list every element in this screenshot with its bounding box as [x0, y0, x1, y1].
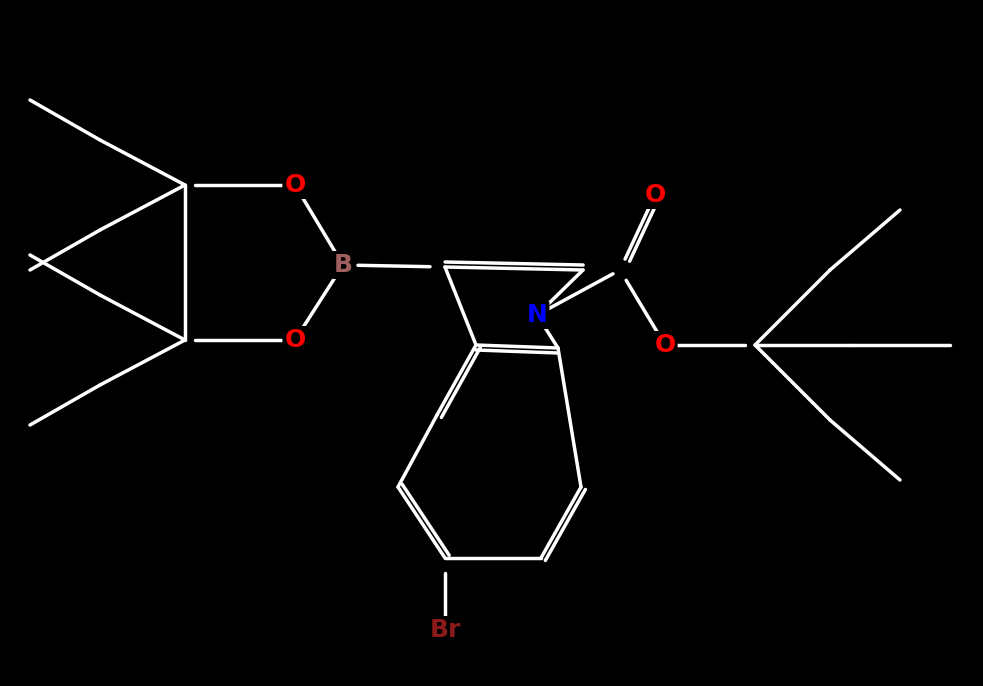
Text: O: O [645, 183, 665, 207]
Text: Br: Br [430, 618, 461, 642]
Text: O: O [284, 173, 306, 197]
Text: O: O [655, 333, 675, 357]
Text: O: O [284, 328, 306, 352]
Text: N: N [527, 303, 548, 327]
Text: B: B [333, 253, 353, 277]
